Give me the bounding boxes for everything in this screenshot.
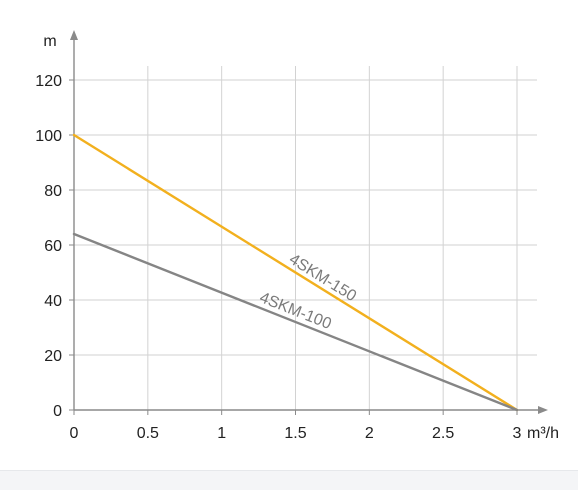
- y-tick-label-0: 0: [53, 403, 62, 420]
- y-tick-label-5: 100: [35, 128, 62, 145]
- footer-strip: [0, 470, 578, 490]
- x-tick-label-1: 0.5: [137, 425, 159, 442]
- y-tick-label-1: 20: [44, 348, 62, 365]
- x-tick-label-5: 2.5: [432, 425, 454, 442]
- x-axis-arrow: [538, 406, 548, 414]
- y-tick-label-2: 40: [44, 293, 62, 310]
- series: [72, 133, 519, 412]
- tick-labels: 0 0.5 1 1.5 2 2.5 3 0 20 40 60 80 100 120: [35, 73, 521, 442]
- series-line-4SKM-100: [72, 232, 519, 412]
- y-tick-label-4: 80: [44, 183, 62, 200]
- grid: [74, 66, 537, 410]
- x-tick-label-3: 1.5: [284, 425, 306, 442]
- head-flow-chart: 0 0.5 1 1.5 2 2.5 3 0 20 40 60 80 100 120 4SKM-1504SK…: [35, 30, 559, 442]
- x-tick-label-2: 1: [217, 425, 226, 442]
- y-axis-label: m: [43, 33, 56, 50]
- x-tick-label-4: 2: [365, 425, 374, 442]
- y-axis-arrow: [70, 30, 78, 40]
- y-tick-label-3: 60: [44, 238, 62, 255]
- axes: [69, 30, 548, 415]
- x-tick-label-6: 3: [513, 425, 522, 442]
- x-tick-label-0: 0: [70, 425, 79, 442]
- y-tick-label-6: 120: [35, 73, 62, 90]
- series-label-4SKM-150: 4SKM-150: [286, 251, 359, 305]
- series-line-4SKM-150: [72, 133, 519, 412]
- x-axis-label: m³/h: [527, 425, 559, 442]
